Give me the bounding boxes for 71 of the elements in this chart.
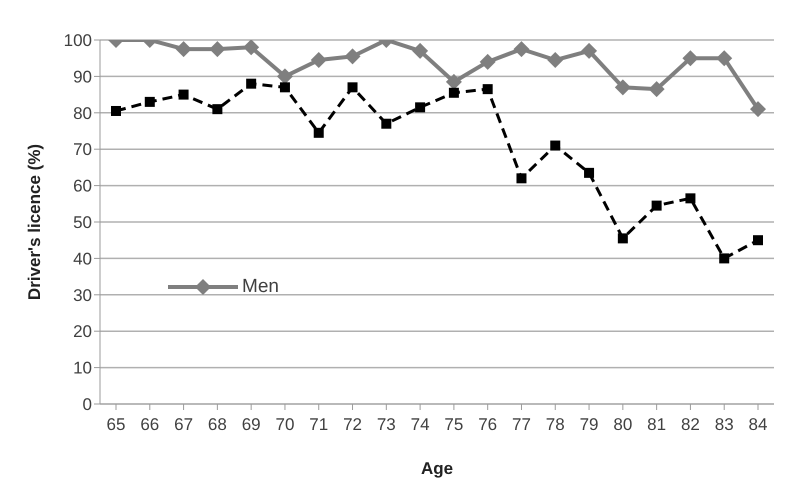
point [648, 81, 665, 98]
x-tick-label: 79 [580, 415, 599, 434]
x-tick-label: 68 [208, 415, 227, 434]
point [480, 54, 496, 70]
y-tick-label: 40 [73, 249, 92, 268]
point [276, 68, 293, 84]
x-tick-label: 82 [680, 415, 700, 434]
point [581, 42, 598, 59]
x-tick-label: 78 [546, 415, 565, 434]
x-tick-label: 81 [647, 415, 666, 434]
point [111, 106, 121, 116]
y-axis-title: Driver's licence (%) [25, 144, 44, 300]
point [584, 168, 594, 178]
x-tick-label: 71 [309, 415, 328, 434]
point [412, 42, 428, 59]
point [750, 101, 766, 118]
point [209, 41, 226, 58]
point [513, 41, 530, 58]
point [243, 40, 260, 56]
legend-label: Men [242, 276, 279, 298]
point [614, 79, 631, 96]
y-tick-label: 20 [73, 322, 92, 342]
point [482, 84, 493, 94]
x-tick-label: 69 [242, 415, 261, 434]
x-tick-label: 75 [444, 415, 464, 434]
point [178, 90, 189, 100]
point [246, 78, 256, 89]
x-tick-label: 74 [410, 415, 430, 434]
point [314, 128, 324, 138]
x-tick-label: 84 [748, 415, 768, 434]
x-tick-label: 67 [174, 415, 194, 434]
point [618, 233, 628, 244]
point [753, 235, 763, 246]
x-tick-label: 72 [343, 415, 362, 434]
y-tick-label: 80 [73, 104, 92, 123]
point [144, 96, 155, 107]
x-tick-label: 70 [275, 415, 294, 434]
y-tick-label: 30 [73, 286, 92, 305]
y-tick-label: 70 [73, 140, 92, 160]
y-tick-label: 100 [64, 31, 92, 50]
point [344, 48, 361, 64]
point [547, 52, 564, 68]
point [446, 74, 462, 90]
point [550, 140, 560, 151]
point [176, 41, 192, 58]
y-tick-label: 90 [73, 67, 92, 86]
point [415, 102, 426, 112]
x-tick-label: 76 [478, 415, 498, 434]
point [719, 253, 730, 264]
point [716, 50, 732, 66]
x-tick-label: 66 [140, 415, 160, 434]
x-tick-label: 80 [613, 415, 632, 434]
y-tick-label: 10 [73, 358, 92, 378]
point [348, 82, 358, 92]
point [652, 200, 662, 211]
y-tick-label: 60 [73, 176, 92, 196]
point [280, 82, 290, 92]
point [212, 104, 222, 114]
point [516, 173, 526, 184]
x-tick-label: 73 [376, 415, 396, 434]
y-tick-label: 0 [82, 395, 92, 414]
x-tick-label: 65 [106, 415, 126, 434]
y-tick-label: 50 [73, 213, 92, 232]
x-axis-title: Age [420, 459, 454, 478]
point [682, 50, 698, 66]
x-tick-label: 83 [714, 415, 734, 434]
x-tick-label: 77 [512, 415, 531, 434]
point [448, 88, 459, 98]
point [685, 193, 696, 204]
point [381, 118, 392, 129]
point [310, 52, 327, 68]
